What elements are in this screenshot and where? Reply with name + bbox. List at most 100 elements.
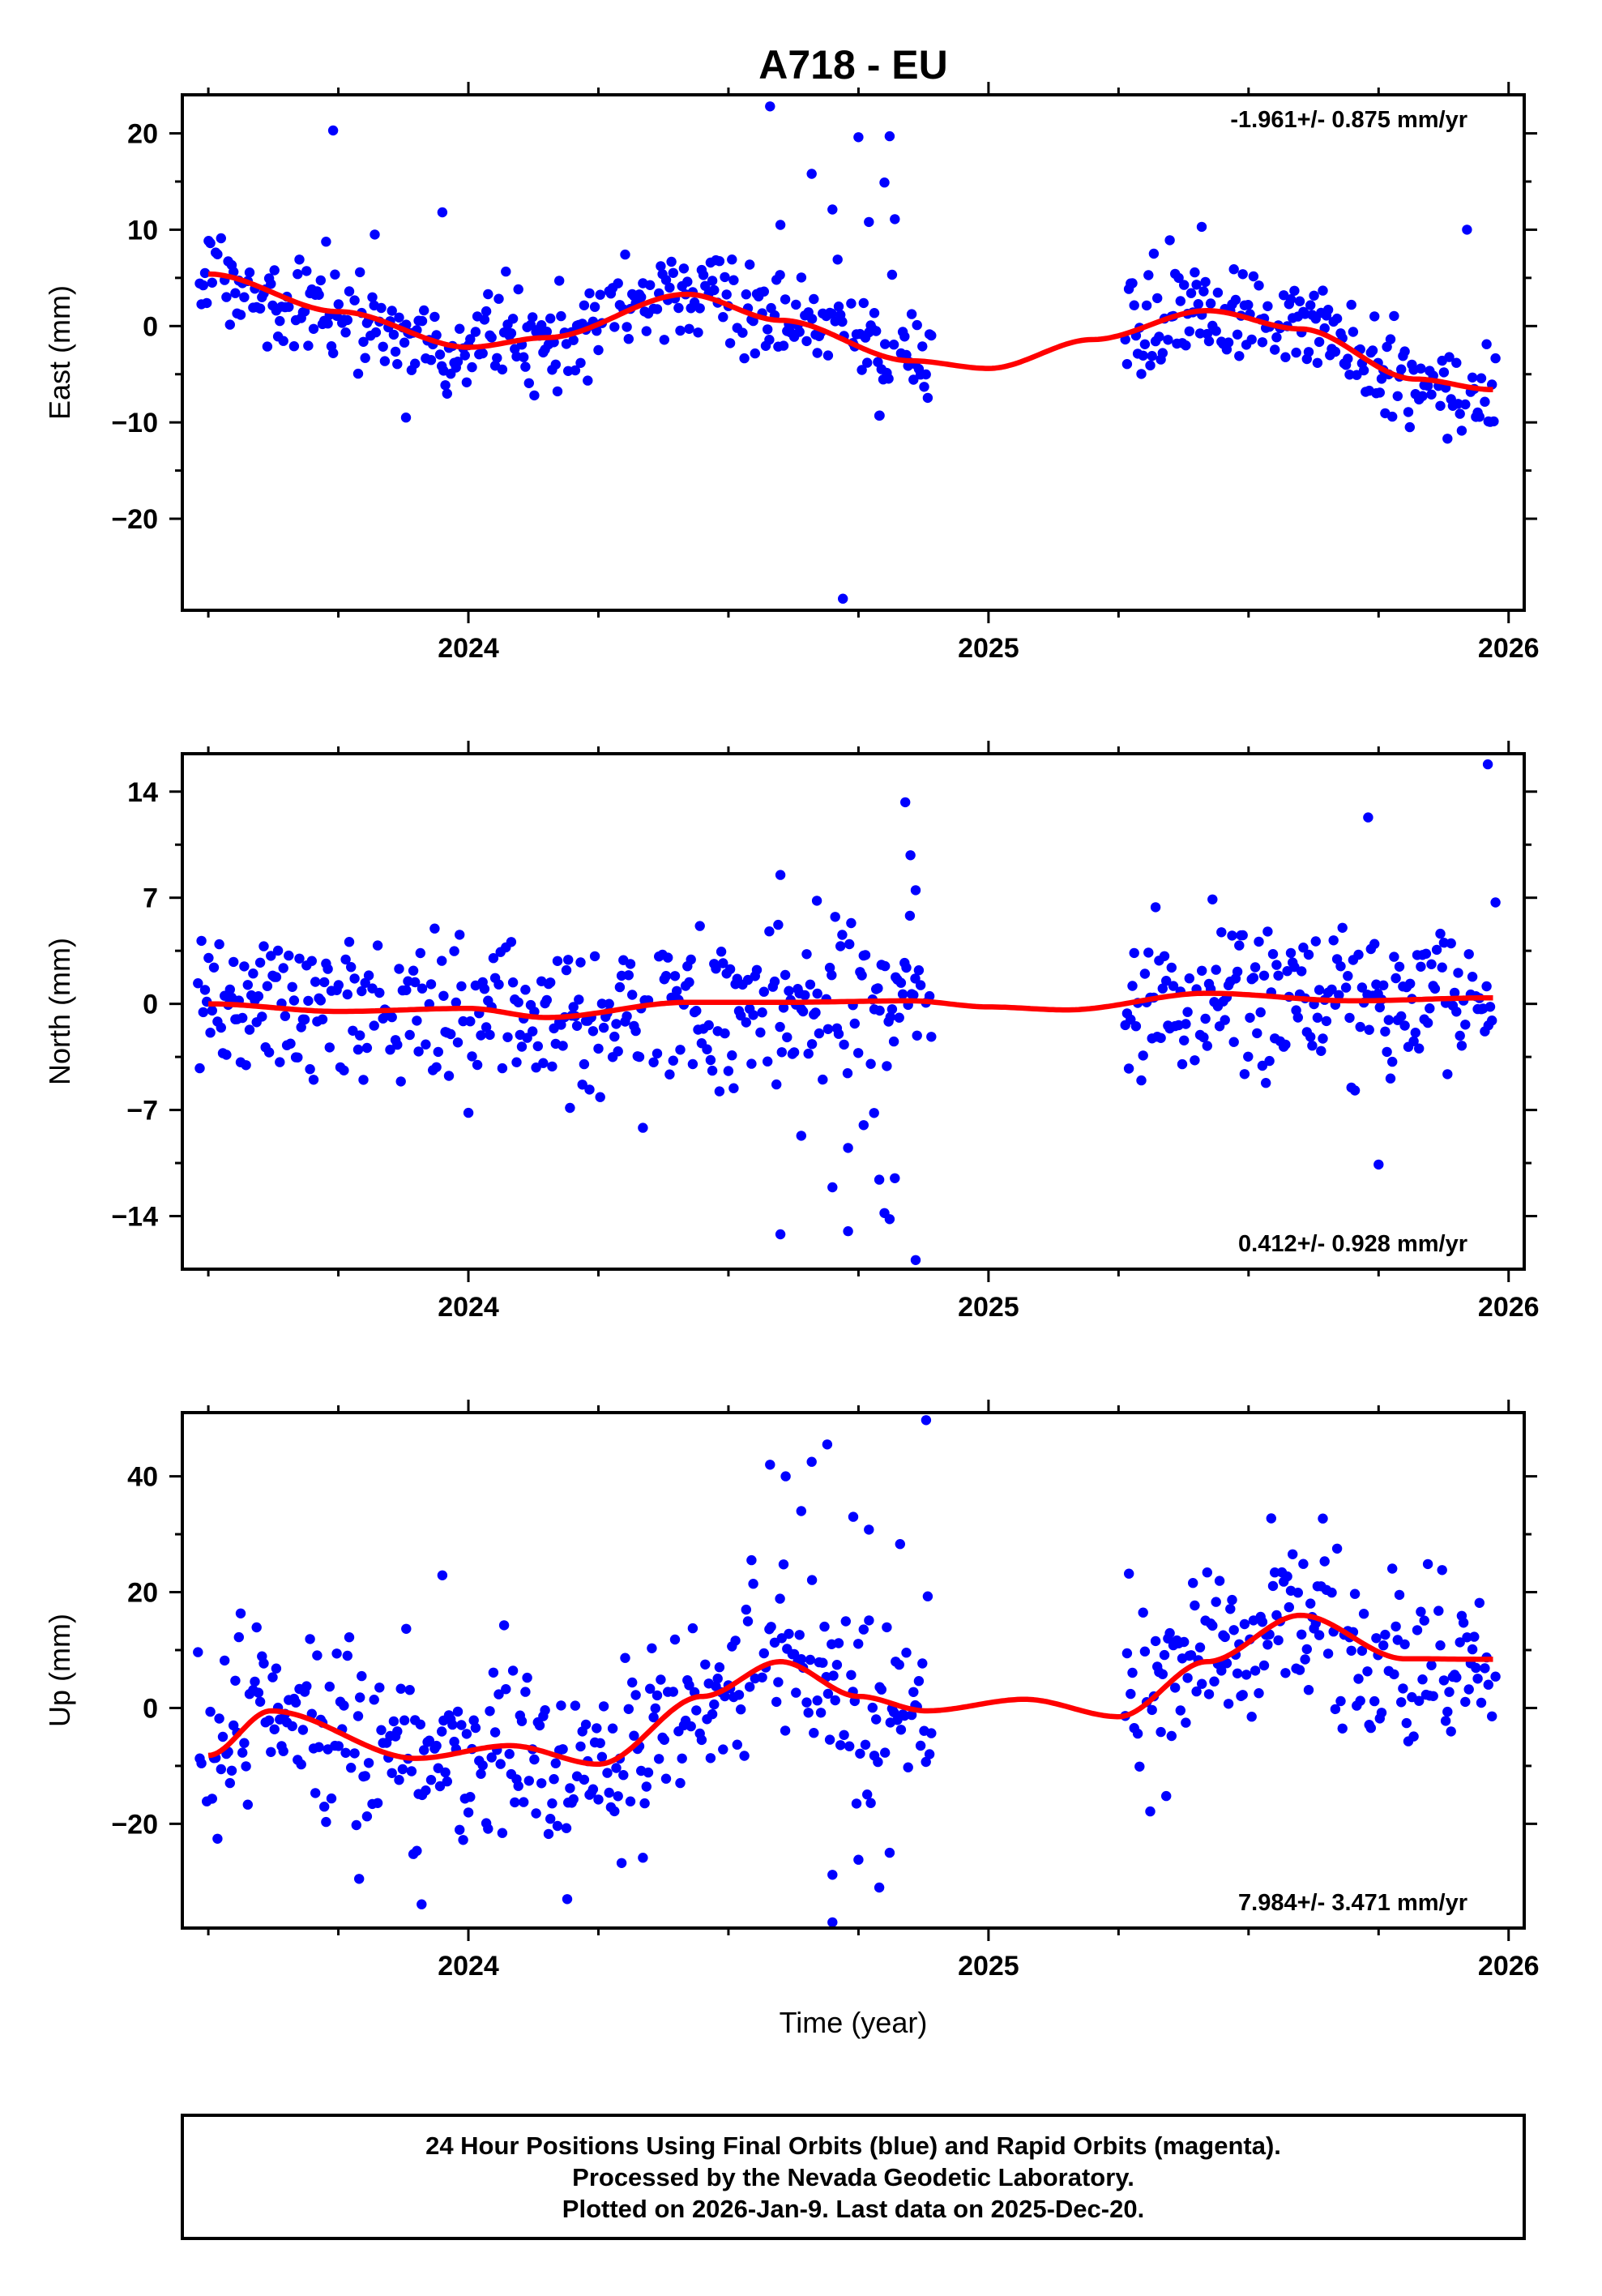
east-data-point (355, 267, 365, 278)
east-data-point (330, 269, 340, 280)
east-data-point (1455, 408, 1465, 419)
up-data-point (254, 1696, 266, 1707)
north-data-point (346, 962, 357, 973)
up-data-point (656, 1674, 666, 1685)
east-data-point (796, 272, 807, 283)
east-data-point (419, 305, 429, 316)
up-y-tick-label: 0 (143, 1693, 158, 1724)
up-data-point (1288, 1549, 1298, 1560)
east-data-point (429, 311, 440, 323)
north-data-point (805, 979, 816, 990)
up-data-point (741, 1604, 751, 1615)
north-data-point (1197, 965, 1207, 977)
east-data-point (278, 336, 288, 346)
north-data-point (284, 950, 294, 961)
east-data-point (720, 272, 730, 283)
north-data-point (1243, 1051, 1254, 1062)
up-data-point (442, 1776, 452, 1787)
north-data-point (502, 1032, 513, 1043)
east-data-point (1237, 269, 1248, 280)
up-data-point (333, 1741, 344, 1751)
north-data-point (1129, 947, 1139, 959)
north-data-point (1487, 1015, 1497, 1026)
up-data-point (1438, 1675, 1450, 1686)
up-data-point (1362, 1666, 1373, 1677)
north-data-point (1190, 1055, 1200, 1066)
up-data-point (915, 1740, 926, 1751)
north-data-point (1220, 1015, 1230, 1025)
up-data-point (290, 1697, 301, 1708)
east-data-point (584, 288, 595, 299)
up-data-point (1469, 1631, 1480, 1642)
up-data-point (1294, 1665, 1305, 1675)
east-outlier-point (879, 177, 890, 188)
north-data-point (216, 1022, 226, 1033)
north-data-point (926, 1032, 937, 1042)
east-data-point (1392, 391, 1403, 401)
east-data-point (1228, 264, 1239, 275)
north-data-point (1156, 1033, 1166, 1044)
north-data-point (694, 921, 705, 931)
east-data-point (660, 275, 672, 285)
north-data-point (275, 1057, 285, 1067)
north-y-tick-label: −14 (111, 1202, 158, 1233)
up-data-point (412, 1845, 422, 1856)
up-data-point (805, 1654, 816, 1665)
east-data-point (288, 341, 300, 352)
north-data-point (421, 1039, 431, 1050)
east-data-point (1243, 300, 1254, 310)
east-data-point (1387, 411, 1398, 422)
east-data-point (1212, 287, 1224, 298)
up-data-point (319, 1802, 330, 1812)
north-data-point (394, 964, 404, 974)
east-data-point (284, 301, 294, 312)
east-data-point (1467, 372, 1478, 383)
up-data-point (579, 1774, 590, 1785)
north-data-point (577, 1080, 587, 1090)
up-data-point (1442, 1706, 1453, 1717)
up-data-point (431, 1740, 442, 1751)
up-data-point (507, 1665, 519, 1676)
east-data-point (221, 292, 232, 302)
east-data-point (323, 319, 333, 329)
up-data-point (440, 1767, 451, 1778)
east-data-point (390, 346, 401, 357)
up-data-point (351, 1819, 361, 1831)
east-data-point (645, 280, 656, 290)
east-data-point (552, 386, 563, 397)
east-data-point (593, 344, 604, 356)
up-data-point (1197, 1678, 1207, 1689)
up-data-point (1458, 1618, 1469, 1628)
up-data-point (1399, 1639, 1410, 1650)
up-data-point (668, 1687, 678, 1697)
north-data-point (736, 1010, 746, 1021)
north-data-point (1453, 968, 1463, 978)
up-data-point (1451, 1672, 1462, 1682)
north-x-tick-label: 2026 (1478, 1292, 1540, 1323)
up-data-point (851, 1798, 862, 1809)
east-data-point (493, 293, 504, 304)
north-data-point (720, 1028, 730, 1039)
up-data-point (630, 1690, 641, 1700)
up-data-point (352, 1711, 364, 1721)
up-data-point (437, 1726, 447, 1737)
east-outlier-point (874, 410, 885, 421)
north-data-point (306, 956, 317, 966)
up-data-point (1389, 1669, 1399, 1680)
north-data-point (1264, 1055, 1275, 1067)
up-data-point (458, 1835, 468, 1845)
up-data-point (1182, 1673, 1193, 1683)
up-data-point (266, 1747, 276, 1757)
north-data-point (1378, 980, 1389, 991)
north-data-point (924, 990, 935, 1002)
up-data-point (434, 1781, 446, 1792)
east-data-point (806, 314, 818, 324)
up-data-point (568, 1794, 579, 1805)
up-data-point (1335, 1695, 1346, 1707)
up-data-point (501, 1684, 511, 1695)
north-data-point (897, 989, 908, 1000)
up-data-point (791, 1687, 801, 1698)
north-data-point (1364, 1024, 1374, 1035)
north-outlier-point (905, 850, 916, 861)
up-data-point (1121, 1648, 1133, 1659)
